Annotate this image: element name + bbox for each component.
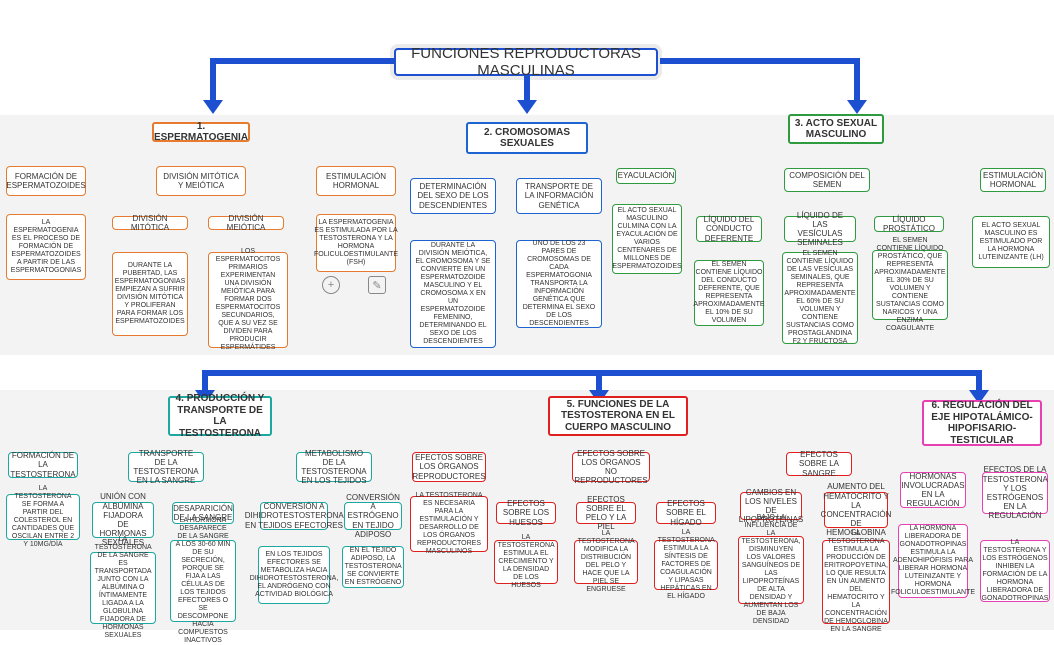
section-5: 5. FUNCIONES DE LA TESTOSTERONA EN EL CU… — [548, 396, 688, 436]
section-2: 2. CROMOSOMAS SEXUALES — [466, 122, 588, 154]
s4-sub1: FORMACIÓN DE LA TESTOSTERONA — [8, 452, 78, 478]
connector — [202, 370, 982, 376]
s4-sub3a: CONVERSIÓN A DIHIDROTESTOSTERONA EN TEJI… — [260, 502, 328, 530]
s2-sub2: TRANSPORTE DE LA INFORMACIÓN GENÉTICA — [516, 178, 602, 214]
s5-sub1-body: LA TESTOSTERONA ES NECESARIA PARA LA EST… — [410, 496, 488, 552]
arrow-down — [203, 100, 223, 114]
connector — [660, 58, 860, 64]
add-icon[interactable]: + — [322, 276, 340, 294]
s6-sub2-body: LA TESTOSTERONA Y LOS ESTRÓGENOS INHIBEN… — [980, 540, 1050, 602]
s3-sub2c: LÍQUIDO PROSTÁTICO — [874, 216, 944, 232]
tool-icon[interactable]: ✎ — [368, 276, 386, 294]
s4-sub3: METABOLISMO DE LA TESTOSTERONA EN LOS TE… — [296, 452, 372, 482]
canvas: { "title":"FUNCIONES REPRODUCTORAS MASCU… — [0, 0, 1054, 640]
s4-sub3a-body: EN LOS TEJIDOS EFECTORES SE METABOLIZA H… — [258, 546, 330, 604]
s2-sub2-body: UNO DE LOS 23 PARES DE CROMOSOMAS DE CAD… — [516, 240, 602, 328]
s5-sub2b-body: LA TESTOSTERONA MODIFICA LA DISTRIBUCIÓN… — [574, 540, 638, 584]
section-1: 1. ESPERMATOGENIA — [152, 122, 250, 142]
s3-sub2a: LÍQUIDO DEL CONDUCTO DEFERENTE — [696, 216, 762, 242]
s2-sub1: DETERMINACIÓN DEL SEXO DE LOS DESCENDIEN… — [410, 178, 496, 214]
s3-sub3: ESTIMULACIÓN HORMONAL — [980, 168, 1046, 192]
s3-sub1-body: EL ACTO SEXUAL MASCULINO CULMINA CON LA … — [612, 204, 682, 274]
connector — [976, 370, 982, 392]
s1-sub2b: DIVISIÓN MEIÓTICA — [208, 216, 284, 230]
s6-sub1: HORMONAS INVOLUCRADAS EN LA REGULACIÓN — [900, 472, 966, 508]
s3-sub2b: LÍQUIDO DE LAS VESÍCULAS SEMINALES — [784, 216, 856, 242]
s5-sub2a: EFECTOS SOBRE LOS HUESOS — [496, 502, 556, 524]
s3-sub1: EYACULACIÓN — [616, 168, 676, 184]
s3-sub2b-body: EL SEMEN CONTIENE LÍQUIDO DE LAS VESÍCUL… — [782, 252, 858, 344]
s5-sub3b-body: LA TESTOSTERONA ESTIMULA LA PRODUCCIÓN D… — [822, 540, 890, 624]
s3-sub3-body: EL ACTO SEXUAL MASCULINO ES ESTIMULADO P… — [972, 216, 1050, 268]
s4-sub3b-body: EN EL TEJIDO ADIPOSO, LA TESTOSTERONA SE… — [342, 546, 404, 588]
s5-sub3: EFECTOS SOBRE LA SANGRE — [786, 452, 852, 476]
s5-sub3b: AUMENTO DEL HEMATOCRITO Y LA CONCENTRACI… — [824, 492, 888, 528]
s5-sub2c-body: LA TESTOSTERONA ESTIMULA LA SÍNTESIS DE … — [654, 540, 718, 590]
s4-sub2a-body: LA TESTOSTERONA DE LA SANGRE ES TRANSPOR… — [90, 552, 156, 624]
s1-sub1-body: LA ESPERMATOGENIA ES EL PROCESO DE FORMA… — [6, 214, 86, 280]
s3-sub2: COMPOSICIÓN DEL SEMEN — [784, 168, 870, 192]
section-3: 3. ACTO SEXUAL MASCULINO — [788, 114, 884, 144]
s4-sub2b-body: LA HORMONA DESAPARECE DE LA SANGRE A LOS… — [170, 540, 236, 622]
connector — [210, 58, 396, 64]
s1-sub2: DIVISIÓN MITÓTICA Y MEIÓTICA — [156, 166, 246, 196]
s5-sub2: EFECTOS SOBRE LOS ÓRGANOS NO REPRODUCTOR… — [572, 452, 650, 482]
s4-sub2: TRANSPORTE DE LA TESTOSTERONA EN LA SANG… — [128, 452, 204, 482]
s3-sub2a-body: EL SEMEN CONTIENE LÍQUIDO DEL CONDUCTO D… — [694, 260, 764, 326]
s4-sub1-body: LA TESTOSTERONA SE FORMA A PARTIR DEL CO… — [6, 494, 80, 540]
connector — [596, 370, 602, 392]
s1-sub3: ESTIMULACIÓN HORMONAL — [316, 166, 396, 196]
s4-sub2a: UNIÓN CON ALBÚMINA FIJADORA DE HORMONAS … — [92, 502, 154, 538]
connector — [210, 58, 216, 102]
section-4: 4. PRODUCCIÓN Y TRANSPORTE DE LA TESTOST… — [168, 396, 272, 436]
title: FUNCIONES REPRODUCTORAS MASCULINAS — [394, 48, 658, 76]
s4-sub3b: CONVERSIÓN A ESTRÓGENO EN TEJIDO ADIPOSO — [344, 502, 402, 530]
s5-sub2b: EFECTOS SOBRE EL PELO Y LA PIEL — [576, 502, 636, 524]
section-6: 6. REGULACIÓN DEL EJE HIPOTALÁMICO-HIPOF… — [922, 400, 1042, 446]
s5-sub2c: EFECTOS SOBRE EL HÍGADO — [656, 502, 716, 524]
connector — [524, 76, 530, 102]
s6-sub1-body: LA HORMONA LIBERADORA DE GONADOTROPINAS … — [898, 524, 968, 598]
s5-sub2a-body: LA TESTOSTERONA ESTIMULA EL CRECIMIENTO … — [494, 540, 558, 584]
connector — [854, 58, 860, 102]
connector — [202, 370, 208, 392]
s6-sub2: EFECTOS DE LA TESTOSTERONA Y LOS ESTRÓGE… — [982, 472, 1048, 514]
s1-sub3-body: LA ESPERMATOGENIA ES ESTIMULADA POR LA T… — [316, 214, 396, 272]
s3-sub2c-body: EL SEMEN CONTIENE LÍQUIDO PROSTÁTICO, QU… — [872, 250, 948, 320]
arrow-down — [847, 100, 867, 114]
s1-sub2a: DIVISIÓN MITÓTICA — [112, 216, 188, 230]
s5-sub3a-body: BAJO LA INFLUENCIA DE LA TESTOSTERONA, D… — [738, 536, 804, 604]
s5-sub1: EFECTOS SOBRE LOS ÓRGANOS REPRODUCTORES — [412, 452, 486, 482]
arrow-down — [517, 100, 537, 114]
s2-sub1-body: DURANTE LA DIVISIÓN MEIÓTICA, EL CROMOSO… — [410, 240, 496, 348]
s1-sub1: FORMACIÓN DE ESPERMATOZOIDES — [6, 166, 86, 196]
s1-sub2a-body: DURANTE LA PUBERTAD, LAS ESPERMATOGONIAS… — [112, 252, 188, 336]
s1-sub2b-body: LOS ESPERMATOCITOS PRIMARIOS EXPERIMENTA… — [208, 252, 288, 348]
